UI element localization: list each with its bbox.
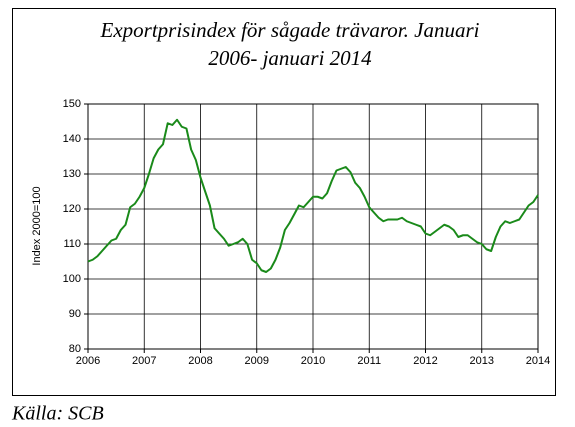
x-tick-label: 2011 <box>357 355 381 367</box>
x-tick-label: 2010 <box>301 355 325 367</box>
chart-title: 2006- januari 2014 <box>208 46 372 70</box>
x-tick-label: 2006 <box>76 355 100 367</box>
x-tick-label: 2013 <box>470 355 494 367</box>
y-tick-label: 80 <box>69 343 81 355</box>
line-series <box>87 118 539 273</box>
source-note: Källa: SCB <box>11 403 104 425</box>
chart-title: Exportprisindex för sågade trävaror. Jan… <box>100 18 480 42</box>
frame <box>12 8 556 396</box>
x-tick-label: 2007 <box>132 355 156 367</box>
y-tick-label: 150 <box>63 98 81 110</box>
x-tick-label: 2008 <box>188 355 212 367</box>
x-tick-label: 2014 <box>526 355 550 367</box>
y-tick-label: 130 <box>63 168 81 180</box>
x-tick-label: 2009 <box>245 355 269 367</box>
y-tick-label: 120 <box>63 203 81 215</box>
y-tick-label: 110 <box>63 238 81 250</box>
y-tick-label: 140 <box>63 133 81 145</box>
y-tick-label: 100 <box>63 273 81 285</box>
y-axis-label: Index 2000=100 <box>31 186 43 265</box>
x-tick-label: 2012 <box>413 355 437 367</box>
plot-area <box>87 103 539 350</box>
y-tick-label: 90 <box>69 308 81 320</box>
